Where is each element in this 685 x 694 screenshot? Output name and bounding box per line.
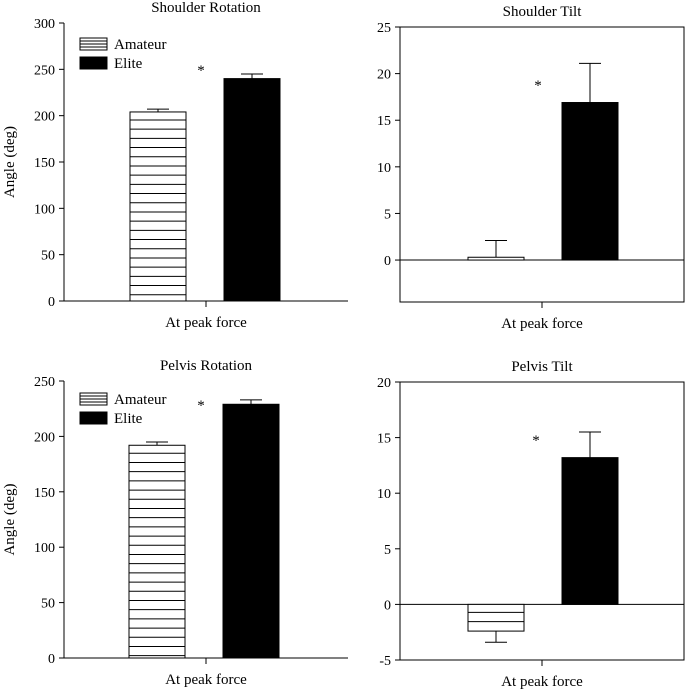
y-axis-label: Angle (deg)	[2, 126, 18, 198]
y-tick-label: 300	[34, 17, 55, 32]
legend-label-amateur: Amateur	[114, 392, 166, 408]
y-tick-label: 10	[377, 487, 391, 502]
y-tick-label: 100	[34, 541, 55, 556]
y-tick-label: 50	[41, 597, 55, 612]
y-tick-label: 20	[377, 68, 391, 83]
y-tick-label: 5	[384, 543, 391, 558]
significance-star: *	[532, 433, 540, 449]
bar-elite	[561, 457, 619, 605]
y-tick-label: 200	[34, 110, 55, 125]
chart-title: Shoulder Rotation	[151, 0, 261, 16]
significance-star: *	[197, 398, 205, 414]
bar-amateur	[467, 256, 525, 261]
y-tick-label: 250	[34, 375, 55, 390]
y-tick-label: 0	[48, 652, 55, 667]
y-tick-label: 25	[377, 21, 391, 36]
chart-title: Pelvis Tilt	[511, 359, 573, 375]
bar-elite	[561, 102, 619, 261]
x-axis-label: At peak force	[501, 316, 583, 332]
x-axis-label: At peak force	[165, 315, 247, 331]
y-tick-label: 0	[384, 598, 391, 613]
significance-star: *	[197, 63, 205, 79]
y-tick-label: 50	[41, 249, 55, 264]
chart-title: Pelvis Rotation	[160, 358, 253, 374]
chart-panel-3: Pelvis Rotation 0 50 100 150 200 250 At peak fo…	[2, 358, 348, 688]
chart-panel-1: Shoulder Rotation 0 50 100 150 200 250 300 At pe…	[2, 0, 348, 331]
y-tick-label: 15	[377, 114, 391, 129]
legend: Amateur Elite	[79, 392, 166, 427]
y-tick-label: 200	[34, 430, 55, 445]
y-tick-label: 5	[384, 207, 391, 222]
y-tick-label: 0	[384, 254, 391, 269]
plot-frame	[399, 381, 685, 661]
chart-panel-2: Shoulder Tilt 0 5 10 15 20 25 At peak force *	[377, 4, 685, 332]
y-tick-label: 100	[34, 202, 55, 217]
legend-swatch-elite	[79, 56, 108, 70]
chart-panel-4: Pelvis Tilt -5 0 5 10 15 20 At peak force *	[377, 359, 685, 690]
bar-amateur	[467, 603, 525, 632]
bar-amateur	[129, 111, 187, 302]
y-axis-label: Angle (deg)	[2, 483, 18, 555]
legend-label-elite: Elite	[114, 56, 143, 72]
x-axis-label: At peak force	[501, 674, 583, 689]
y-tick-label: 250	[34, 63, 55, 78]
y-tick-label: 0	[48, 295, 55, 310]
y-tick-label: -5	[379, 654, 391, 669]
bar-amateur	[128, 444, 186, 659]
legend-label-elite: Elite	[114, 411, 143, 427]
y-tick-label: 20	[377, 376, 391, 391]
legend-label-amateur: Amateur	[114, 37, 166, 53]
y-tick-label: 150	[34, 486, 55, 501]
y-tick-label: 150	[34, 156, 55, 171]
plot-frame	[399, 26, 685, 303]
bar-elite	[222, 403, 280, 659]
significance-star: *	[534, 78, 542, 94]
x-axis-label: At peak force	[165, 672, 247, 688]
y-tick-label: 10	[377, 161, 391, 176]
bar-elite	[223, 78, 281, 302]
chart-title: Shoulder Tilt	[503, 4, 583, 20]
legend-swatch-elite	[79, 411, 108, 425]
y-tick-label: 15	[377, 432, 391, 447]
legend: Amateur Elite	[79, 37, 166, 72]
